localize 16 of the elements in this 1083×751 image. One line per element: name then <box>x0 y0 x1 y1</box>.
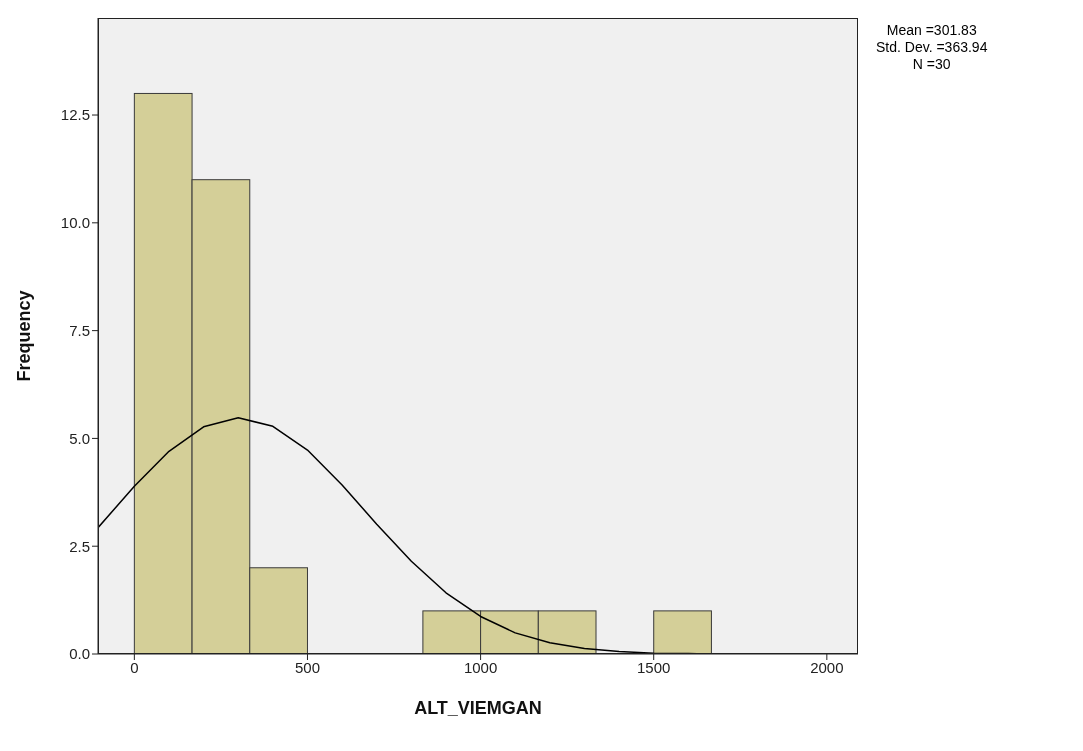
y-tick-label: 7.5 <box>69 321 90 339</box>
y-tick-label: 12.5 <box>60 106 90 124</box>
y-tick-label: 5.0 <box>69 429 90 447</box>
text: Std. Dev. =363.94 <box>876 39 988 56</box>
x-tick-label: 2000 <box>810 658 844 676</box>
x-axis-title: ALT_VIEMGAN <box>414 698 542 718</box>
text: Mean =301.83 <box>885 22 978 39</box>
y-axis-title: Frequency <box>14 290 35 382</box>
x-tick-label: 1500 <box>637 658 671 676</box>
y-tick-label: 2.5 <box>69 537 90 555</box>
x-tick-label: 500 <box>294 658 320 676</box>
y-tick-label: 0.0 <box>69 645 90 663</box>
y-tick-label: 10.0 <box>60 214 90 232</box>
x-tick-label: 0 <box>130 658 139 676</box>
x-tick-label: 1000 <box>463 658 498 676</box>
text: N =30 <box>911 56 952 73</box>
